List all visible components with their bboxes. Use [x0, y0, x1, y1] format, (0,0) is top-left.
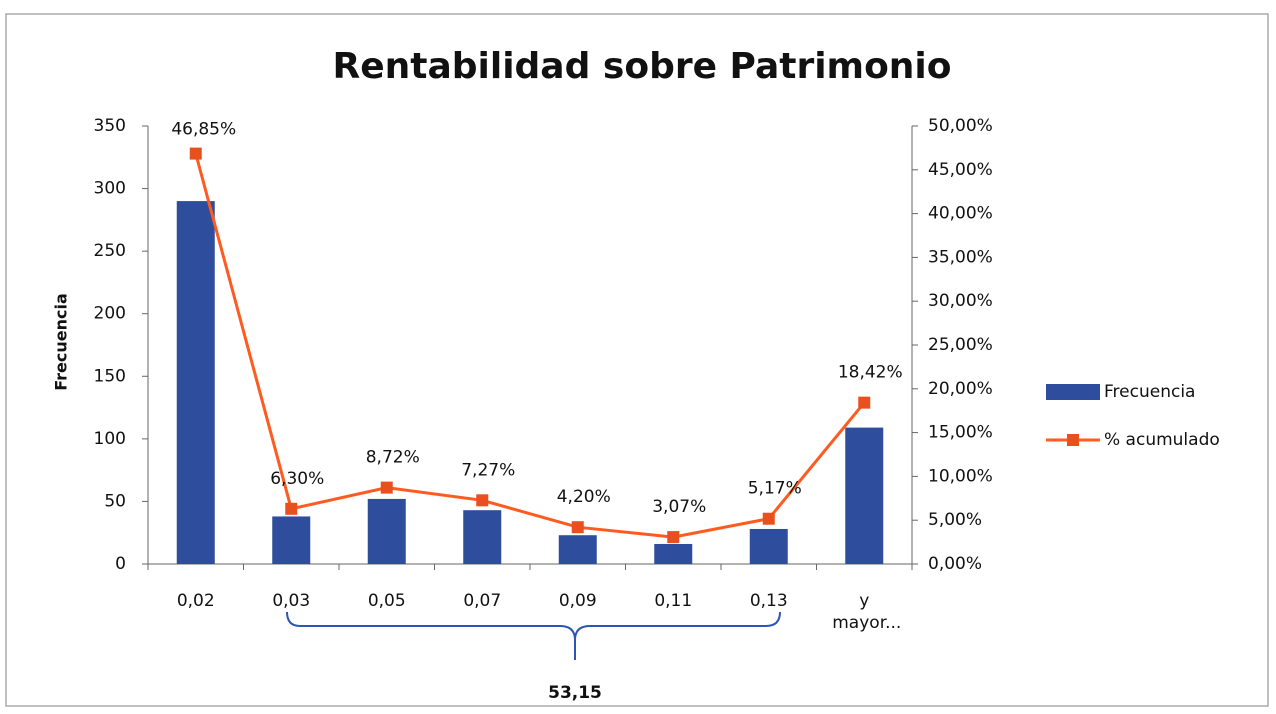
x-tick-label: 0,07	[463, 591, 502, 611]
line-marker	[285, 502, 298, 515]
line-marker	[858, 396, 871, 409]
legend-swatch	[1046, 384, 1100, 400]
legend-label: % acumulado	[1104, 430, 1220, 450]
data-label: 8,72%	[366, 448, 420, 468]
bar	[749, 528, 788, 564]
bar	[558, 535, 597, 564]
line-marker	[380, 481, 393, 494]
line-marker	[189, 147, 202, 160]
data-label: 46,85%	[171, 120, 236, 140]
y-tick-label: 250	[94, 241, 126, 261]
data-label: 18,42%	[838, 363, 903, 383]
x-tick-label: 0,02	[176, 591, 215, 611]
y2-tick-label: 0,00%	[928, 554, 982, 574]
y2-tick-label: 15,00%	[928, 423, 993, 443]
y-tick-label: 50	[104, 491, 126, 511]
bar	[654, 543, 693, 564]
bar	[272, 516, 311, 564]
y2-tick-label: 45,00%	[928, 160, 993, 180]
x-tick-label: y mayor...	[832, 591, 902, 633]
y2-tick-label: 40,00%	[928, 204, 993, 224]
x-tick-label: 0,09	[558, 591, 597, 611]
y2-tick-label: 35,00%	[928, 247, 993, 267]
annotation: 53,15	[548, 683, 602, 703]
data-label: 5,17%	[748, 479, 802, 499]
brace	[286, 611, 781, 660]
y2-tick-label: 10,00%	[928, 466, 993, 486]
x-tick-label: 0,05	[367, 591, 406, 611]
y2-tick-label: 5,00%	[928, 510, 982, 530]
legend-swatch	[1067, 434, 1079, 446]
y-tick-label: 150	[94, 366, 126, 386]
data-label: 3,07%	[652, 497, 706, 517]
x-tick-label: 0,11	[654, 591, 693, 611]
line	[194, 153, 866, 539]
bar	[463, 510, 502, 564]
chart-title: Rentabilidad sobre Patrimonio	[332, 46, 951, 87]
y2-tick-label: 50,00%	[928, 116, 993, 136]
y-tick-label: 350	[94, 116, 126, 136]
bar	[176, 201, 215, 565]
legend-label: Frecuencia	[1104, 382, 1195, 402]
y-tick-label: 300	[94, 179, 126, 199]
bar	[367, 498, 406, 564]
line-marker	[476, 494, 489, 507]
x-tick-label: 0,13	[749, 591, 788, 611]
y-tick-label: 200	[94, 304, 126, 324]
line-marker	[667, 531, 680, 544]
y-tick-label: 0	[115, 554, 126, 574]
data-label: 6,30%	[270, 469, 324, 489]
y-axis-label: Frecuencia	[52, 293, 71, 391]
y-tick-label: 100	[94, 429, 126, 449]
y2-tick-label: 20,00%	[928, 379, 993, 399]
y2-tick-label: 25,00%	[928, 335, 993, 355]
line-marker	[571, 521, 584, 534]
data-label: 7,27%	[461, 460, 515, 480]
y2-tick-label: 30,00%	[928, 291, 993, 311]
x-tick-label: 0,03	[272, 591, 311, 611]
bar	[845, 427, 884, 564]
data-label: 4,20%	[557, 487, 611, 507]
line-marker	[762, 512, 775, 525]
frame	[5, 13, 1269, 707]
